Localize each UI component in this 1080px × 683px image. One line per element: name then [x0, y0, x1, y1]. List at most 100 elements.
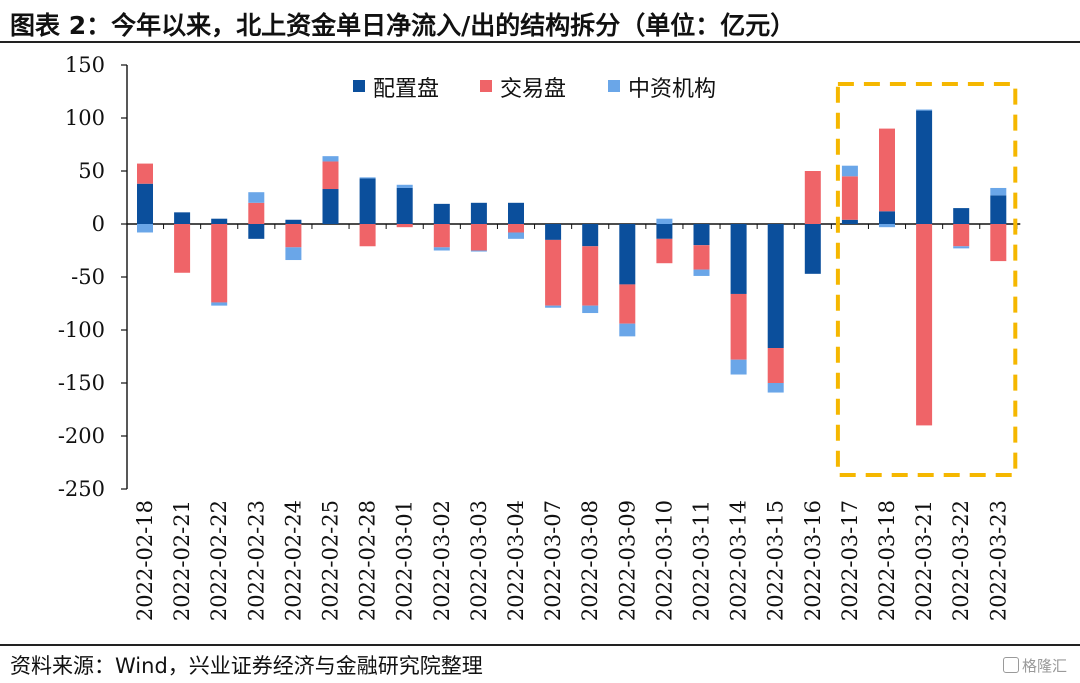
bar-segment [470, 224, 487, 251]
bar-segment [285, 224, 302, 248]
bar-segment [433, 224, 450, 248]
bar-chart: 150 100 50 0 -50 -100 -150 -200 -250 2022-02-18 20… [58, 53, 1021, 621]
watermark-text: 格隆汇 [1022, 657, 1068, 675]
bottom-rule [0, 644, 1080, 646]
bar-segment [470, 250, 487, 252]
bar-segment [916, 224, 933, 426]
bar-segment [953, 246, 970, 249]
y-tick-label: -200 [58, 424, 105, 448]
bar-segment [582, 246, 599, 306]
bar-segment [619, 284, 636, 324]
bar-segment [137, 224, 153, 233]
bar-segment [508, 224, 524, 233]
x-tick-label: 2022-02-18 [133, 500, 157, 621]
highlight-box [835, 82, 1018, 477]
bar-segment [248, 224, 265, 239]
bar-segment [656, 224, 673, 239]
x-tick-label: 2022-03-08 [578, 500, 602, 621]
x-tick-label: 2022-03-21 [912, 500, 936, 621]
bar-segment [174, 224, 191, 273]
x-tick-label: 2022-03-23 [986, 500, 1010, 621]
bar-segment [730, 293, 747, 360]
source-note: 资料来源：Wind，兴业证券经济与金融研究院整理 [10, 654, 483, 678]
bar-segment [508, 232, 524, 239]
x-tick-label: 2022-02-23 [244, 500, 268, 621]
legend-label: 配置盘 [373, 77, 439, 102]
bar-segment [841, 176, 858, 220]
y-tick-label: -150 [58, 371, 105, 395]
bar-segment [322, 161, 339, 190]
bar-segment [137, 163, 153, 184]
bar-segment [545, 224, 562, 240]
legend-label: 交易盘 [500, 77, 566, 102]
bar-segment [248, 202, 265, 224]
x-tick-label: 2022-03-07 [541, 500, 565, 621]
y-tick-label: -50 [71, 265, 105, 289]
bar-segment [841, 165, 858, 177]
top-rule [0, 41, 1080, 43]
bar-segment [396, 184, 413, 188]
bar-segment [730, 224, 747, 294]
x-tick-label: 2022-03-11 [690, 500, 714, 621]
bar-segment [582, 224, 599, 247]
legend-label: 中资机构 [628, 77, 716, 102]
legend-swatch [353, 80, 365, 92]
y-tick-label: 50 [78, 159, 105, 183]
x-tick-label: 2022-02-28 [356, 500, 380, 621]
bar-segment [285, 247, 302, 261]
bar-segment [211, 224, 228, 303]
bar-segment [248, 192, 265, 203]
bar-segment [693, 224, 710, 246]
legend-swatch [480, 80, 492, 92]
x-tick-label: 2022-03-02 [430, 500, 454, 621]
axes-layer [121, 64, 1021, 490]
highlight-box-layer [835, 82, 1018, 477]
bar-segment [322, 189, 339, 224]
watermark-logo-icon [1003, 657, 1019, 673]
legend-swatch [608, 80, 620, 92]
x-tick-label: 2022-03-18 [875, 500, 899, 621]
legend: 配置盘 交易盘 中资机构 [353, 77, 716, 102]
x-tick-label: 2022-02-22 [207, 500, 231, 621]
bar-segment [545, 239, 562, 306]
bar-segment [953, 208, 970, 224]
x-tick-label: 2022-03-01 [393, 500, 417, 621]
bar-segment [174, 212, 191, 224]
bar-segment [359, 178, 376, 224]
x-tick-label: 2022-03-15 [764, 500, 788, 621]
bar-segment [396, 224, 413, 228]
bar-segment [916, 110, 933, 224]
x-tick-label: 2022-02-21 [170, 500, 194, 621]
bar-segment [693, 269, 710, 276]
bar-segment [990, 195, 1007, 224]
bar-segment [767, 348, 784, 383]
bar-segment [285, 219, 302, 224]
x-tick-label: 2022-02-25 [319, 500, 343, 621]
bar-segment [879, 128, 895, 212]
bar-segment [656, 218, 673, 224]
bar-segment [841, 219, 858, 224]
x-tick-label: 2022-03-03 [467, 500, 491, 621]
x-tick-label: 2022-03-16 [801, 500, 825, 621]
bar-segment [359, 177, 376, 179]
y-tick-label: -250 [58, 477, 105, 501]
watermark: 格隆汇 [1003, 655, 1067, 676]
bar-segment [767, 224, 784, 349]
bar-segment [916, 109, 933, 111]
bars-layer [137, 109, 1007, 426]
bar-segment [211, 218, 228, 224]
bar-segment [211, 302, 228, 306]
x-tick-label: 2022-03-04 [504, 500, 528, 621]
bar-segment [767, 383, 784, 393]
x-tick-label: 2022-02-24 [281, 500, 305, 621]
bar-segment [804, 224, 821, 274]
bar-segment [396, 187, 413, 224]
bar-segment [322, 156, 339, 162]
x-tick-label: 2022-03-09 [615, 500, 639, 621]
x-tick-label: 2022-03-22 [949, 500, 973, 621]
tick-labels-layer: 150 100 50 0 -50 -100 -150 -200 -250 2022-02-18 20… [58, 53, 1010, 621]
y-tick-label: 0 [92, 212, 105, 236]
bar-segment [508, 202, 524, 224]
x-tick-label: 2022-03-10 [652, 500, 676, 621]
x-tick-label: 2022-03-14 [727, 500, 751, 621]
